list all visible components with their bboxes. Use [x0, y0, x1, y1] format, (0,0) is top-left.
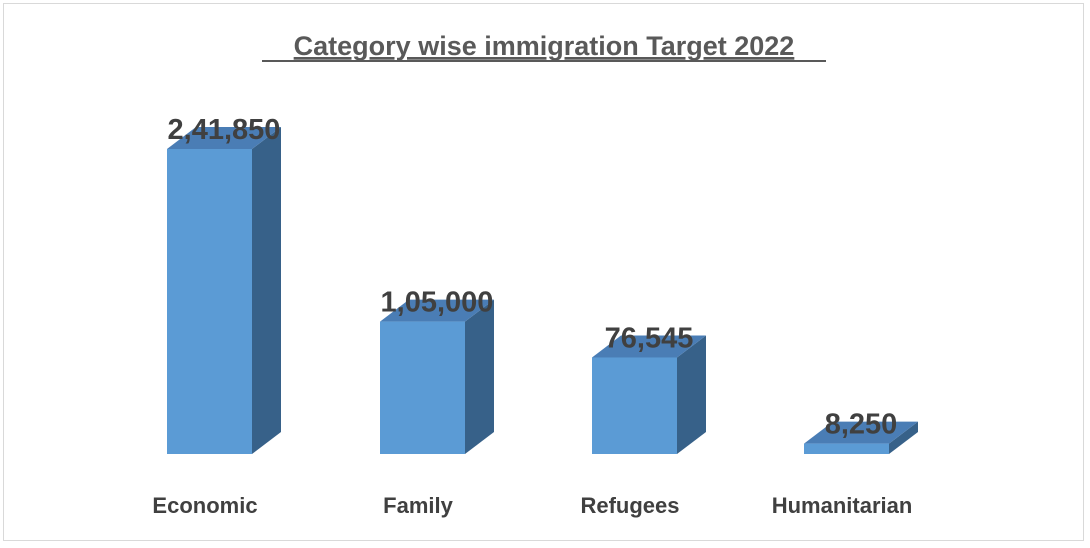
bar-side [889, 421, 918, 454]
category-label: Humanitarian [772, 493, 913, 518]
bar-refugees [592, 357, 677, 454]
bar-side [465, 299, 494, 454]
chart-title: Category wise immigration Target 2022 [294, 31, 795, 61]
bar-side [252, 127, 281, 454]
bar-side [677, 335, 706, 454]
category-label: Family [383, 493, 453, 518]
data-label: 1,05,000 [381, 287, 494, 319]
bar-economic [167, 149, 252, 454]
bar-top [592, 335, 706, 358]
category-label: Economic [152, 493, 257, 518]
bar-humanitarian [804, 443, 889, 454]
data-label: 2,41,850 [168, 114, 281, 146]
bar-family [380, 321, 465, 454]
data-label: 8,250 [825, 409, 898, 441]
bar-top [804, 421, 918, 444]
bar-top [167, 127, 281, 149]
category-label: Refugees [580, 493, 679, 518]
chart-frame [3, 3, 1084, 541]
bar-top [380, 299, 494, 322]
data-label: 76,545 [605, 322, 694, 354]
